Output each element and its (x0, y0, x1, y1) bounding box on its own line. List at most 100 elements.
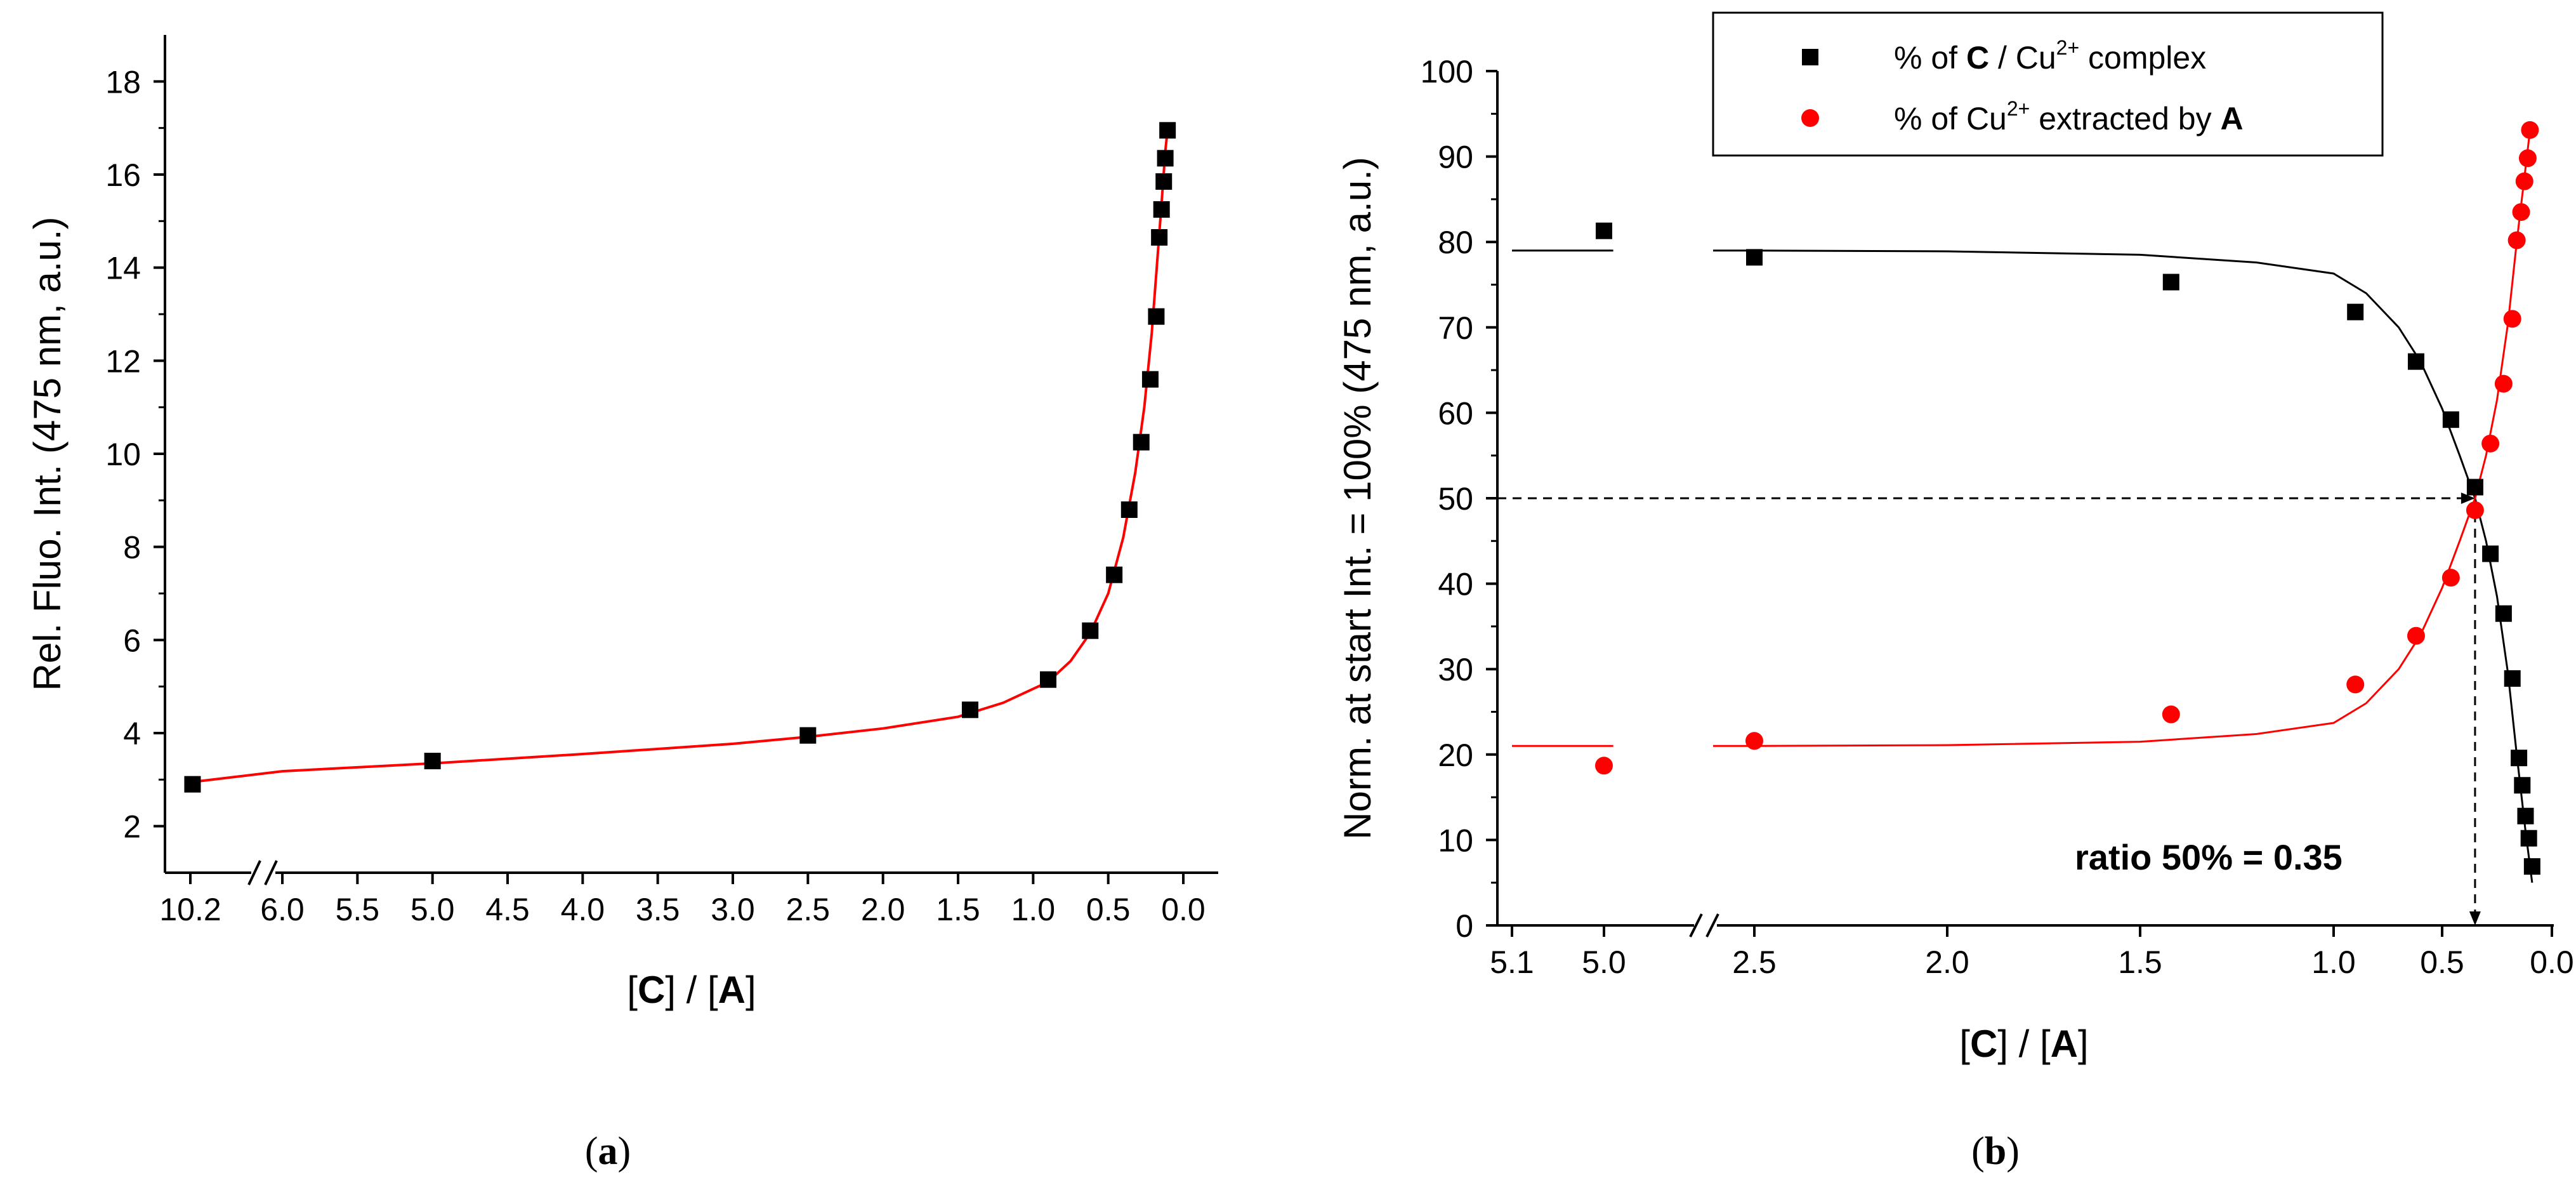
chart-a-x-tick-label: 3.5 (636, 892, 680, 927)
legend-label-complex: % of C / Cu2+ complex (1894, 36, 2206, 76)
chart-a-x-tick-label: 2.0 (861, 892, 905, 927)
chart-a-point (1148, 308, 1165, 325)
chart-b-points (1595, 121, 2540, 875)
chart-a-point (1120, 501, 1138, 518)
chart-b-point-complex (2347, 303, 2364, 321)
chart-b-x-tick-label: 5.1 (1490, 944, 1534, 980)
chart-a-y-tick-label: 12 (105, 343, 141, 379)
chart-a-point (1082, 622, 1099, 639)
chart-b-x-tick-label: 0.0 (2530, 944, 2574, 980)
chart-b-fit-curve-extracted (1512, 131, 2531, 747)
chart-a: 10.2 6.0 5.5 5.0 4.5 4.0 3.5 3.0 2.5 2.0 1.5 1.0 0.5… (26, 35, 1218, 1173)
chart-b-axis-break-mark-2 (1705, 913, 1719, 937)
chart-a-point (1151, 229, 1168, 246)
chart-b-x-tick-label: 1.5 (2118, 944, 2162, 980)
chart-b-x-tick-label: 2.0 (1925, 944, 1969, 980)
chart-a-y-tick-label: 4 (123, 716, 141, 751)
chart-b-point-extracted (2407, 626, 2425, 645)
chart-a-y-axis-title: Rel. Fluo. Int. (475 nm, a.u.) (26, 217, 69, 691)
chart-a-fit-curve (192, 123, 1170, 783)
panel-b-label: (b) (1971, 1130, 2020, 1173)
chart-b-point-complex (2520, 830, 2537, 847)
chart-b-x-tick-label: 1.0 (2311, 944, 2356, 980)
legend-label-extracted: % of Cu2+ extracted by A (1894, 97, 2244, 136)
chart-b-point-extracted (2512, 203, 2530, 222)
chart-b-y-tick-label: 90 (1438, 140, 1473, 175)
chart-a-y-tick-label: 14 (105, 251, 141, 286)
chart-b-point-complex (2407, 353, 2424, 370)
chart-a-point (1157, 150, 1174, 167)
chart-a-x-tick-label: 5.0 (411, 892, 455, 927)
chart-b-point-complex (2482, 545, 2499, 562)
chart-b-point-extracted (2346, 675, 2365, 694)
chart-a-point (184, 776, 201, 793)
chart-b-point-complex (2162, 274, 2179, 291)
chart-b-y-tick-label: 50 (1438, 481, 1473, 517)
chart-b: 5.1 5.0 2.5 2.0 1.5 1.0 0.5 0.0 0 10 20 30 40 50 60 70 8… (1336, 11, 2574, 1173)
chart-b-y-tick-label: 10 (1438, 823, 1473, 858)
chart-b-y-tick-label: 80 (1438, 225, 1473, 260)
chart-a-point (1106, 566, 1123, 583)
chart-b-ticks: 5.1 5.0 2.5 2.0 1.5 1.0 0.5 0.0 0 10 20 30 40 50 60 70 8… (1421, 54, 2574, 980)
chart-b-y-tick-label: 20 (1438, 738, 1473, 773)
chart-b-point-extracted (2494, 374, 2513, 393)
chart-a-x-tick-label: 4.0 (561, 892, 605, 927)
chart-b-point-complex (2517, 807, 2534, 824)
chart-b-x-tick-label: 0.5 (2420, 944, 2464, 980)
chart-b-x-tick-label: 5.0 (1582, 944, 1626, 980)
chart-b-y-tick-label: 30 (1438, 652, 1473, 687)
chart-b-fit-curve-complex (1512, 249, 2533, 883)
chart-a-y-tick-label: 6 (123, 623, 141, 658)
chart-a-x-tick-label: 1.0 (1011, 892, 1056, 927)
chart-a-point (1040, 671, 1056, 688)
chart-a-point (961, 701, 978, 718)
chart-b-point-extracted (2162, 705, 2180, 724)
chart-b-point-extracted (2507, 231, 2526, 249)
chart-b-point-complex (2495, 605, 2512, 622)
chart-a-x-tick-label: 0.0 (1161, 892, 1206, 927)
chart-b-x-axis-title: [C] / [A] (1959, 1023, 2088, 1065)
chart-b-legend-box (1712, 11, 2384, 157)
chart-b-point-extracted (2515, 172, 2533, 190)
chart-a-ticks: 10.2 6.0 5.5 5.0 4.5 4.0 3.5 3.0 2.5 2.0 1.5 1.0 0.5… (105, 64, 1205, 927)
chart-b-legend: % of C / Cu2+ complex % of Cu2+ extracte… (1712, 11, 2384, 157)
chart-a-x-tick-label: 5.5 (336, 892, 380, 927)
chart-b-guide-arrow-right (2461, 493, 2475, 504)
chart-a-x-tick-label: 0.5 (1086, 892, 1131, 927)
chart-b-point-extracted (2441, 569, 2460, 587)
chart-b-point-complex (2504, 670, 2521, 687)
legend-marker-square (1802, 49, 1818, 65)
chart-a-point (1153, 201, 1170, 218)
chart-b-point-complex (2466, 479, 2483, 496)
chart-a-x-tick-label: 4.5 (485, 892, 530, 927)
chart-b-annotation: ratio 50% = 0.35 (2075, 837, 2343, 877)
chart-a-x-tick-label: 2.5 (786, 892, 831, 927)
chart-a-x-tick-label: 3.0 (711, 892, 755, 927)
chart-a-y-tick-label: 10 (105, 437, 141, 472)
chart-b-point-extracted (1745, 732, 1763, 750)
legend-marker-circle (1801, 109, 1819, 127)
chart-b-point-complex (2442, 411, 2459, 428)
chart-a-y-tick-label: 18 (105, 64, 141, 100)
chart-a-y-tick-label: 8 (123, 530, 141, 566)
chart-a-x-axis-title: [C] / [A] (627, 969, 756, 1011)
chart-a-axis-break-mark-2 (264, 860, 278, 885)
chart-a-point (1159, 122, 1176, 139)
chart-b-y-tick-label: 70 (1438, 310, 1473, 346)
chart-a-point (1133, 434, 1150, 451)
chart-b-y-tick-label: 40 (1438, 567, 1473, 602)
chart-b-point-extracted (2481, 434, 2500, 453)
chart-a-x-tick-label: 1.5 (936, 892, 980, 927)
chart-b-point-extracted (2503, 310, 2521, 328)
chart-b-y-tick-label: 0 (1456, 908, 1473, 944)
panel-a-label: (a) (585, 1130, 631, 1173)
chart-a-points (184, 122, 1176, 793)
chart-a-y-tick-label: 16 (105, 157, 141, 193)
chart-b-point-complex (1596, 222, 1612, 239)
chart-b-point-complex (1746, 249, 1763, 266)
chart-b-axis-break-mark-1 (1689, 913, 1703, 937)
chart-b-point-extracted (2466, 501, 2484, 519)
chart-b-point-complex (2523, 858, 2540, 875)
chart-a-x-tick-label: 10.2 (159, 892, 221, 927)
